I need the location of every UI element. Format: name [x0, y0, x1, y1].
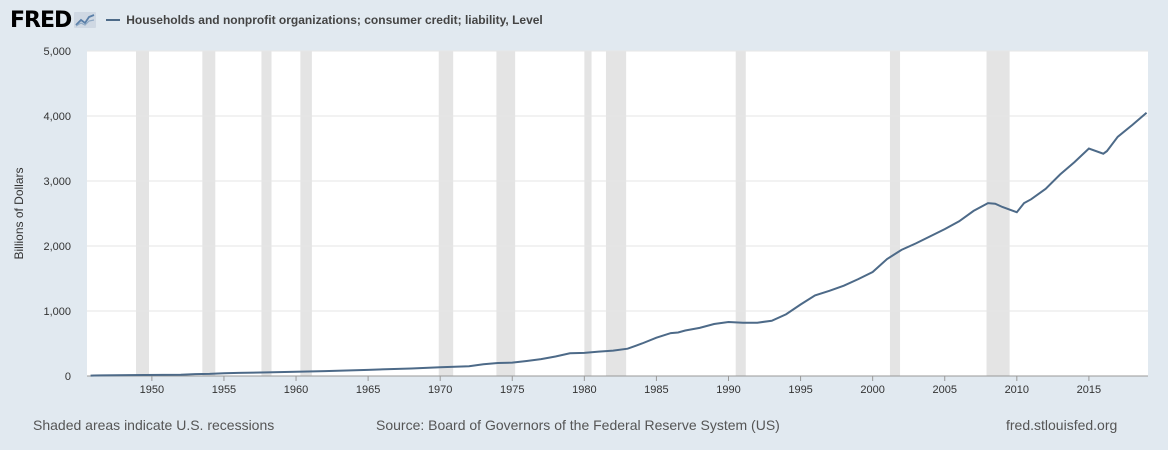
recession-band	[986, 51, 1010, 376]
x-tick-label: 2015	[1077, 384, 1101, 396]
y-tick-label: 3,000	[43, 176, 71, 188]
gridlines	[87, 50, 1148, 377]
recession-band	[300, 51, 312, 376]
series-line	[90, 111, 1148, 377]
legend-swatch	[106, 19, 121, 21]
recession-band	[202, 51, 216, 376]
x-tick-label: 1980	[572, 384, 596, 396]
recession-note: Shaded areas indicate U.S. recessions	[33, 417, 275, 433]
y-axis-label: Billions of Dollars	[12, 167, 26, 259]
x-tick-label: 1965	[356, 384, 380, 396]
y-tick-label: 0	[65, 371, 71, 383]
recession-band	[438, 51, 454, 376]
source-note: Source: Board of Governors of the Federa…	[376, 417, 780, 433]
x-tick-label: 1970	[428, 384, 452, 396]
x-tick-label: 1985	[644, 384, 668, 396]
x-tick-label: 1960	[284, 384, 308, 396]
x-tick-label: 2000	[860, 384, 884, 396]
y-tick-label: 4,000	[43, 111, 71, 123]
x-tick-label: 1975	[500, 384, 524, 396]
graph-header: FRED Households and nonprofit organizati…	[10, 6, 543, 34]
x-tick-label: 1955	[212, 384, 236, 396]
recession-band	[584, 51, 592, 376]
y-tick-label: 2,000	[43, 241, 71, 253]
x-tick-label: 1990	[716, 384, 740, 396]
recession-band	[496, 51, 516, 376]
y-axis-ticks: 0 1,000 2,000 3,000 4,000 5,000	[43, 46, 71, 383]
y-tick-label: 5,000	[43, 46, 71, 58]
site-link[interactable]: fred.stlouisfed.org	[1006, 417, 1118, 433]
recession-band	[605, 51, 627, 376]
fred-logo-chart-icon	[74, 12, 97, 28]
legend-label: Households and nonprofit organizations; …	[126, 13, 543, 27]
y-tick-label: 1,000	[43, 306, 71, 318]
x-tick-label: 2010	[1005, 384, 1029, 396]
fred-logo[interactable]: FRED	[10, 7, 72, 33]
recession-band	[735, 51, 746, 376]
recession-band	[261, 51, 272, 376]
legend: Households and nonprofit organizations; …	[106, 13, 543, 27]
recession-bands	[136, 51, 1010, 376]
x-tick-label: 1950	[140, 384, 164, 396]
recession-band	[889, 51, 901, 376]
x-tick-label: 2005	[932, 384, 956, 396]
x-axis-ticks: 1950 1955 1960 1965 1970 1975 1980 1985 1990 1995…	[140, 376, 1101, 396]
recession-band	[136, 51, 149, 376]
x-tick-label: 1995	[788, 384, 812, 396]
